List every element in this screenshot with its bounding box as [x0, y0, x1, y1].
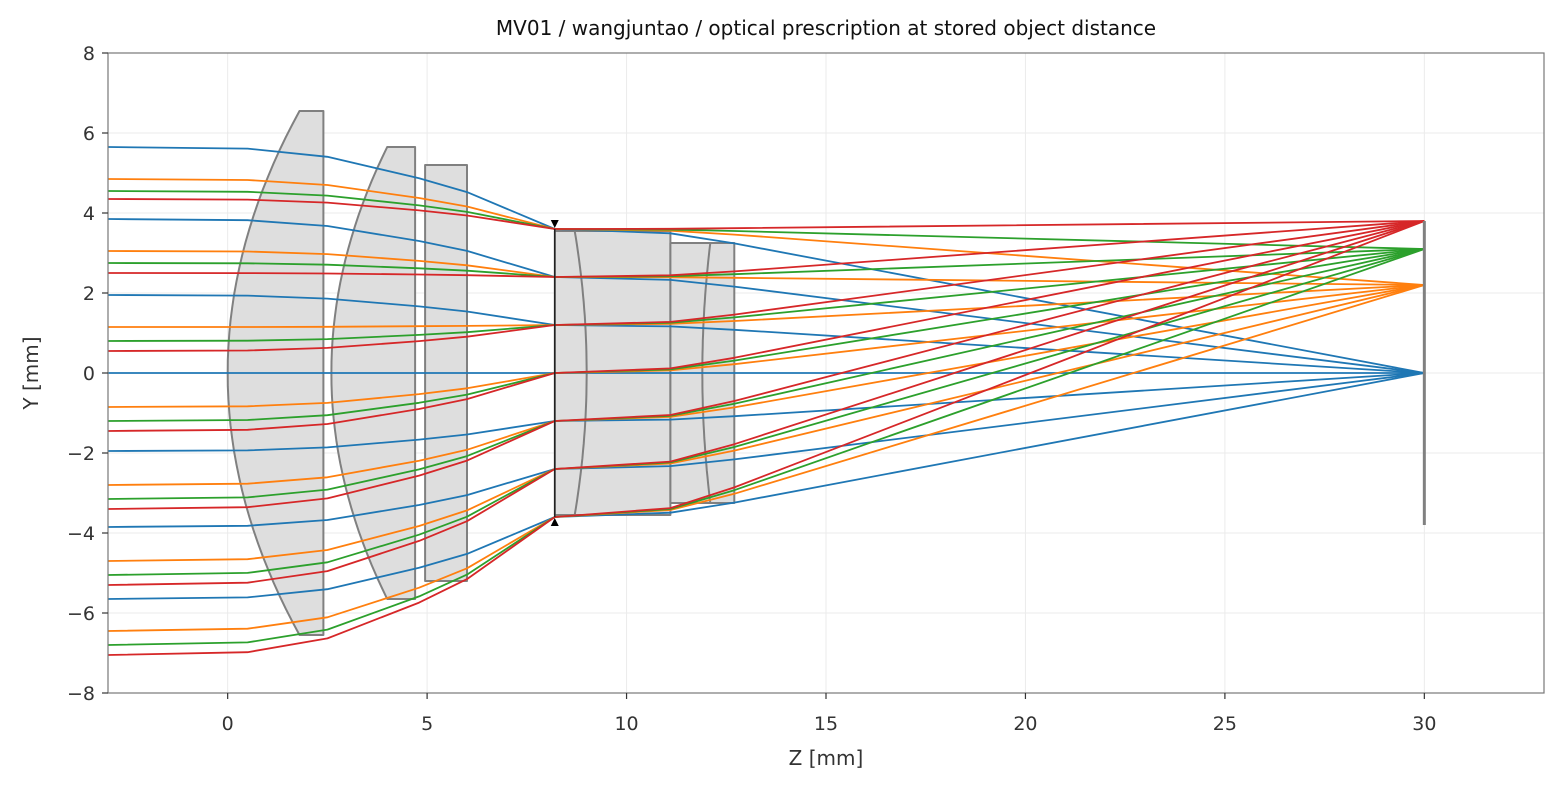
ray-field-2-4 — [107, 248, 1425, 500]
stop-marker-bottom — [550, 518, 559, 526]
x-tick-label: 30 — [1412, 713, 1436, 735]
ray-field-0-4 — [107, 372, 1425, 452]
ray-field-3-2 — [107, 220, 1425, 352]
ray-field-3-3 — [107, 220, 1425, 432]
ray-field-3-0 — [107, 198, 1425, 230]
ray-field-0-6 — [107, 372, 1425, 600]
ray-field-1-4 — [107, 284, 1425, 486]
aperture-stop — [550, 220, 559, 526]
ray-field-3-5 — [107, 220, 1425, 586]
ray-field-3-4 — [107, 220, 1425, 510]
ray-field-1-1 — [107, 250, 1425, 286]
plot-title: MV01 / wangjuntao / optical prescription… — [496, 16, 1156, 40]
y-tick-label: −6 — [67, 603, 95, 625]
x-tick-label: 20 — [1013, 713, 1037, 735]
y-tick-label: −8 — [67, 683, 95, 705]
ray-field-2-6 — [107, 248, 1425, 646]
y-tick-label: 8 — [83, 43, 95, 65]
y-ticks: −8 −6 −4 −2 0 2 4 6 8 — [67, 43, 108, 705]
ray-field-2-2 — [107, 248, 1425, 342]
y-tick-label: 4 — [83, 203, 95, 225]
ray-field-2-0 — [107, 190, 1425, 250]
ray-fan — [107, 146, 1425, 656]
ray-field-1-6 — [107, 284, 1425, 632]
ray-field-1-3 — [107, 284, 1425, 408]
x-tick-label: 0 — [222, 713, 234, 735]
x-axis-label: Z [mm] — [789, 746, 864, 770]
ray-field-1-0 — [107, 178, 1425, 286]
y-tick-label: −2 — [67, 443, 95, 465]
x-tick-label: 15 — [814, 713, 838, 735]
stop-marker-top — [550, 220, 559, 228]
y-tick-label: 2 — [83, 283, 95, 305]
ray-field-0-2 — [107, 294, 1425, 374]
ray-field-2-1 — [107, 248, 1425, 278]
ray-field-1-5 — [107, 284, 1425, 562]
y-tick-label: −4 — [67, 523, 95, 545]
ray-field-0-1 — [107, 218, 1425, 374]
ray-field-3-1 — [107, 220, 1425, 278]
ray-field-0-0 — [107, 146, 1425, 374]
x-tick-label: 5 — [421, 713, 433, 735]
y-tick-label: 0 — [83, 363, 95, 385]
x-tick-label: 25 — [1213, 713, 1237, 735]
y-tick-label: 6 — [83, 123, 95, 145]
ray-field-0-5 — [107, 372, 1425, 528]
ray-field-3-6 — [107, 220, 1425, 656]
x-ticks: 0 5 10 15 20 25 30 — [222, 693, 1436, 735]
y-axis-label: Y [mm] — [19, 336, 43, 410]
ray-field-2-3 — [107, 248, 1425, 422]
x-tick-label: 10 — [614, 713, 638, 735]
ray-field-1-2 — [108, 284, 1425, 328]
ray-field-2-5 — [107, 248, 1425, 576]
